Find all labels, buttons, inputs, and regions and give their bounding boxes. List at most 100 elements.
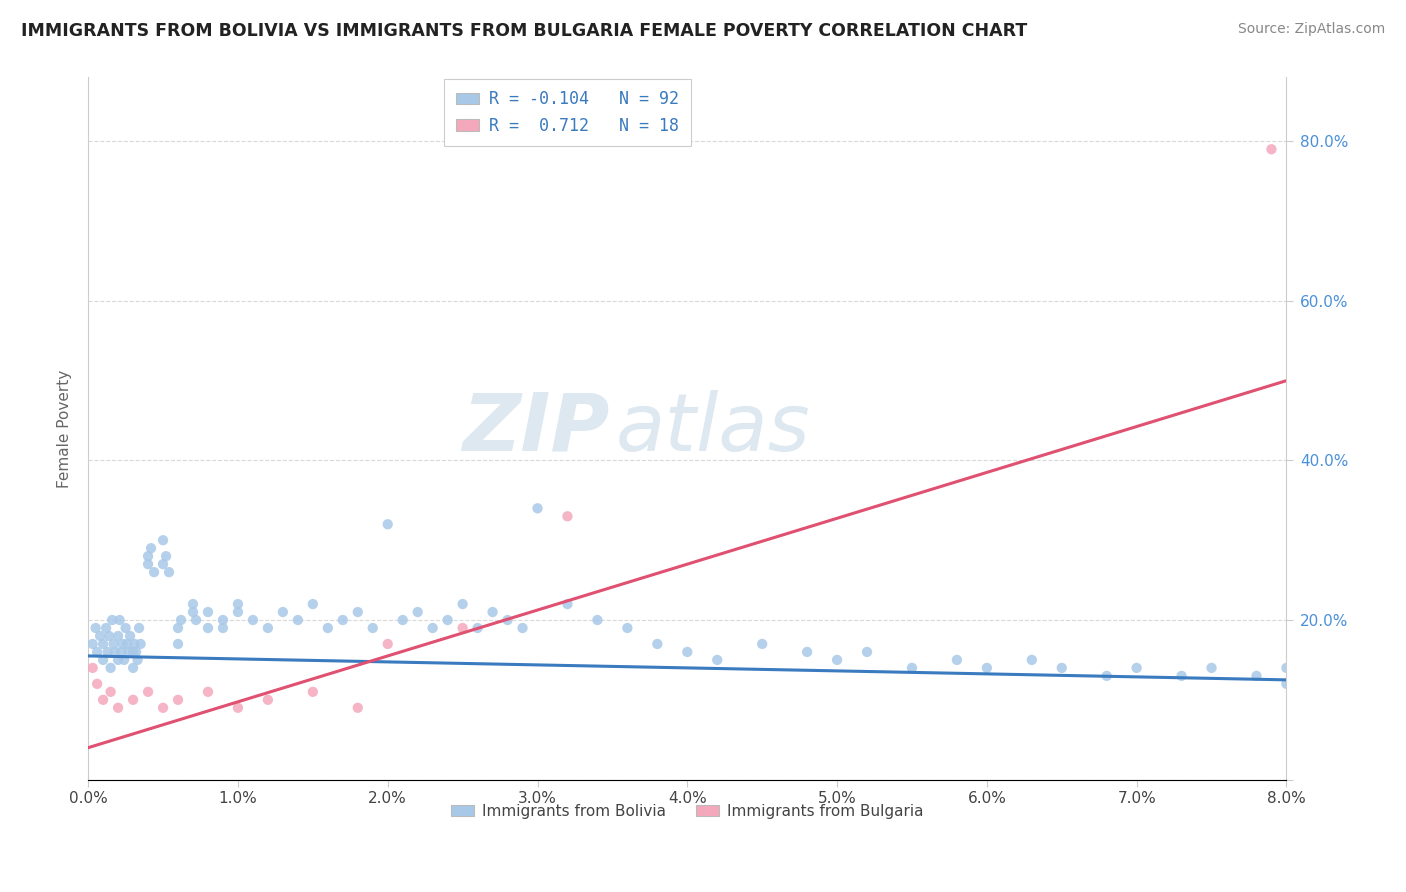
Point: [422, 621, 444, 635]
Point: [117, 645, 139, 659]
Point: [451, 621, 474, 635]
Point: [100, 661, 122, 675]
Point: [242, 613, 264, 627]
Point: [98, 629, 121, 643]
Point: [115, 637, 138, 651]
Point: [825, 653, 848, 667]
Point: [1050, 661, 1073, 675]
Point: [436, 613, 458, 627]
Point: [377, 517, 399, 532]
Point: [512, 621, 534, 635]
Point: [1125, 661, 1147, 675]
Point: [287, 613, 309, 627]
Point: [346, 605, 368, 619]
Point: [181, 605, 204, 619]
Point: [136, 557, 159, 571]
Point: [1275, 677, 1298, 691]
Point: [676, 645, 699, 659]
Point: [257, 621, 280, 635]
Point: [226, 605, 249, 619]
Point: [406, 605, 429, 619]
Point: [91, 637, 114, 651]
Point: [103, 637, 125, 651]
Point: [170, 613, 193, 627]
Point: [586, 613, 609, 627]
Point: [451, 597, 474, 611]
Text: ZIP: ZIP: [463, 390, 609, 467]
Point: [82, 661, 104, 675]
Point: [152, 533, 174, 548]
Text: atlas: atlas: [616, 390, 810, 467]
Point: [143, 565, 166, 579]
Point: [557, 597, 579, 611]
Legend: Immigrants from Bolivia, Immigrants from Bulgaria: Immigrants from Bolivia, Immigrants from…: [446, 797, 929, 824]
Point: [114, 621, 136, 635]
Point: [181, 597, 204, 611]
Point: [301, 597, 323, 611]
Point: [616, 621, 638, 635]
Point: [125, 645, 148, 659]
Point: [901, 661, 924, 675]
Point: [1260, 142, 1282, 156]
Point: [97, 645, 120, 659]
Point: [226, 597, 249, 611]
Point: [361, 621, 384, 635]
Point: [496, 613, 519, 627]
Point: [167, 621, 190, 635]
Point: [86, 645, 108, 659]
Point: [112, 653, 135, 667]
Point: [271, 605, 294, 619]
Point: [332, 613, 354, 627]
Point: [89, 629, 111, 643]
Text: Source: ZipAtlas.com: Source: ZipAtlas.com: [1237, 22, 1385, 37]
Point: [226, 700, 249, 714]
Point: [946, 653, 969, 667]
Point: [111, 637, 134, 651]
Point: [751, 637, 773, 651]
Point: [257, 693, 280, 707]
Point: [1170, 669, 1192, 683]
Point: [346, 700, 368, 714]
Point: [108, 613, 131, 627]
Point: [647, 637, 669, 651]
Point: [1201, 661, 1223, 675]
Point: [84, 621, 107, 635]
Point: [136, 685, 159, 699]
Point: [557, 509, 579, 524]
Point: [107, 653, 129, 667]
Point: [377, 637, 399, 651]
Point: [184, 613, 207, 627]
Text: IMMIGRANTS FROM BOLIVIA VS IMMIGRANTS FROM BULGARIA FEMALE POVERTY CORRELATION C: IMMIGRANTS FROM BOLIVIA VS IMMIGRANTS FR…: [21, 22, 1028, 40]
Point: [197, 685, 219, 699]
Point: [391, 613, 413, 627]
Point: [122, 693, 145, 707]
Point: [1095, 669, 1118, 683]
Point: [301, 685, 323, 699]
Point: [1021, 653, 1043, 667]
Point: [706, 653, 728, 667]
Point: [100, 685, 122, 699]
Point: [856, 645, 879, 659]
Point: [197, 605, 219, 619]
Point: [467, 621, 489, 635]
Point: [796, 645, 818, 659]
Point: [86, 677, 108, 691]
Point: [91, 653, 114, 667]
Point: [1275, 661, 1298, 675]
Point: [152, 557, 174, 571]
Point: [107, 700, 129, 714]
Point: [976, 661, 998, 675]
Point: [152, 700, 174, 714]
Point: [122, 645, 145, 659]
Point: [129, 637, 152, 651]
Point: [104, 645, 127, 659]
Point: [91, 693, 114, 707]
Point: [316, 621, 339, 635]
Point: [127, 653, 149, 667]
Point: [110, 645, 132, 659]
Point: [124, 637, 146, 651]
Point: [167, 637, 190, 651]
Point: [94, 621, 117, 635]
Point: [136, 549, 159, 564]
Point: [526, 501, 548, 516]
